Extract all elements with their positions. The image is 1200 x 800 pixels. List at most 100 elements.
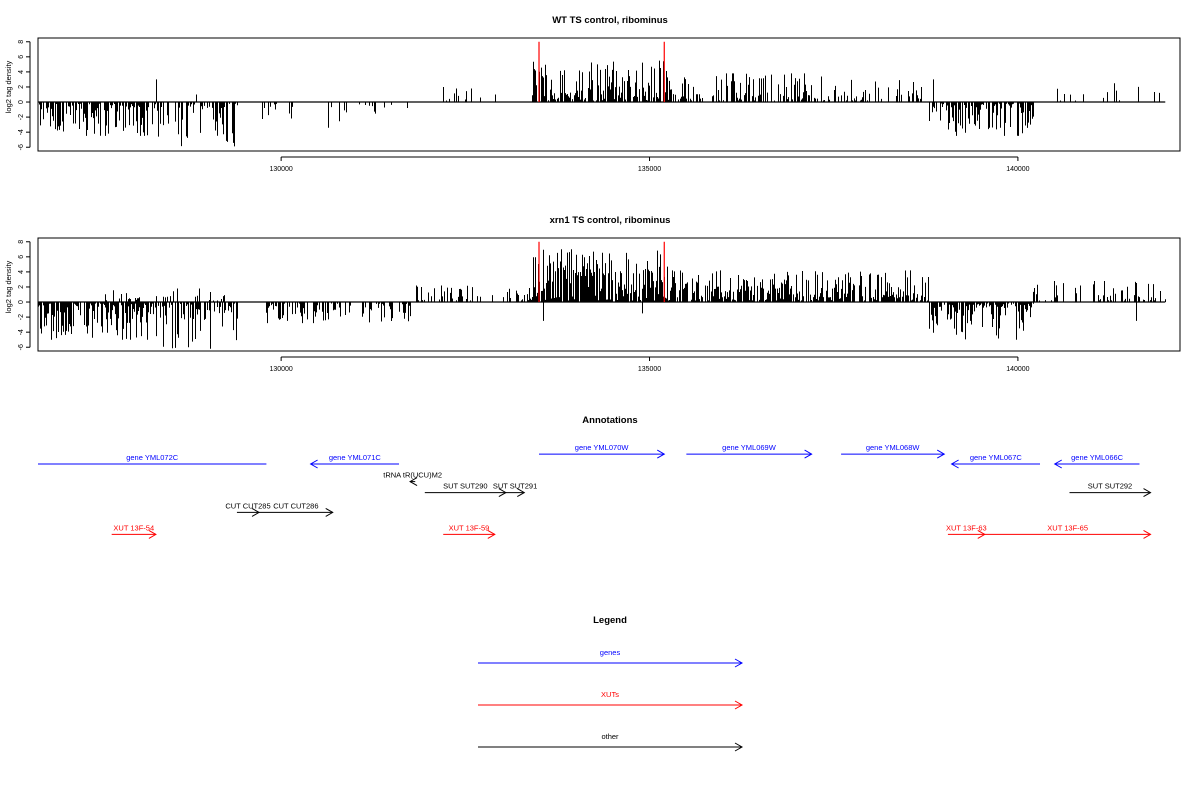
annotation-label: gene YML071C bbox=[329, 453, 382, 462]
xrn1-y-tick-label: 0 bbox=[18, 300, 25, 304]
legend-arrowhead bbox=[734, 700, 744, 710]
xrn1-plot-frame bbox=[37, 237, 1181, 352]
annotation-label: gene YML067C bbox=[970, 453, 1023, 462]
annotation-arrowhead bbox=[148, 529, 157, 539]
wt-y-tick-label: -6 bbox=[18, 144, 25, 150]
annotation-feature: gene YML066C bbox=[1053, 453, 1140, 469]
annotation-feature: XUT 13F-54 bbox=[111, 523, 157, 539]
xrn1-y-tick-label: -4 bbox=[18, 329, 25, 335]
xrn1-x-tick-label: 140000 bbox=[1006, 366, 1029, 373]
annotation-label: XUT 13F-59 bbox=[449, 523, 490, 532]
annotation-label: CUT CUT285 bbox=[225, 501, 270, 510]
annotation-feature: gene YML067C bbox=[950, 453, 1041, 469]
annotation-label: gene YML072C bbox=[126, 453, 179, 462]
xrn1-x-tick-label: 130000 bbox=[269, 366, 292, 373]
annotation-features: gene YML072C gene YML071C gene YML070W gene… bbox=[38, 443, 1152, 539]
annotation-label: gene YML069W bbox=[722, 443, 777, 452]
wt-x-tick-label: 135000 bbox=[638, 166, 661, 173]
annotation-feature: XUT 13F-59 bbox=[443, 523, 496, 539]
annotation-arrowhead bbox=[657, 449, 666, 459]
xrn1-y-axis: -6 -4 -2 0 2 4 6 8 bbox=[18, 240, 31, 350]
wt-y-tick-label: 0 bbox=[18, 100, 25, 104]
legend-entry: other bbox=[478, 732, 744, 752]
annotation-arrowhead bbox=[487, 529, 496, 539]
legend-entry: genes bbox=[478, 648, 744, 668]
wt-bars-group bbox=[39, 60, 1160, 147]
annotations-panel: Annotations gene YML072C gene YML071Cgene… bbox=[38, 415, 1152, 539]
xrn1-bars-group bbox=[38, 249, 1166, 349]
xrn1-x-axis: 130000 135000 140000 bbox=[269, 356, 1030, 373]
xrn1-track-panel: xrn1 TS control, ribominus log2 tag dens… bbox=[4, 215, 1181, 373]
annotation-label: CUT CUT286 bbox=[273, 501, 318, 510]
annotation-feature: gene YML072C bbox=[38, 453, 267, 465]
annotation-feature: gene YML070W bbox=[539, 443, 666, 459]
annotation-feature: SUT SUT292 bbox=[1069, 482, 1152, 498]
annotations-title: Annotations bbox=[582, 415, 637, 426]
legend-entry: XUTs bbox=[478, 690, 744, 710]
legend-arrowhead bbox=[734, 742, 744, 752]
legend-label: other bbox=[601, 732, 619, 741]
xrn1-y-tick-label: -6 bbox=[18, 344, 25, 350]
annotation-arrowhead bbox=[936, 449, 946, 459]
legend-entries: genes XUTs other bbox=[478, 648, 744, 752]
annotation-feature: CUT CUT286 bbox=[259, 501, 334, 517]
annotation-feature: gene YML069W bbox=[686, 443, 813, 459]
annotation-label: SUT SUT291 bbox=[493, 482, 537, 491]
wt-marker-group bbox=[538, 41, 665, 103]
xrn1-y-tick-label: 2 bbox=[18, 285, 25, 289]
annotation-arrowhead bbox=[950, 459, 959, 469]
wt-y-tick-label: 4 bbox=[18, 70, 25, 74]
annotation-arrowhead bbox=[325, 507, 334, 517]
wt-y-tick-label: -4 bbox=[18, 129, 25, 135]
legend-label: XUTs bbox=[601, 690, 619, 699]
xrn1-y-tick-label: 4 bbox=[18, 270, 25, 274]
annotation-label: XUT 13F-63 bbox=[946, 523, 987, 532]
annotation-label: tRNA tR(UCU)M2 bbox=[383, 471, 442, 480]
wt-y-tick-label: 2 bbox=[18, 85, 25, 89]
wt-y-tick-label: -2 bbox=[18, 114, 25, 120]
annotation-label: gene YML070W bbox=[575, 443, 630, 452]
annotation-feature: gene YML068W bbox=[841, 443, 946, 459]
annotation-label: XUT 13F-65 bbox=[1047, 523, 1088, 532]
wt-y-axis-label: log2 tag density bbox=[4, 60, 13, 113]
wt-plot-frame bbox=[37, 37, 1181, 152]
xrn1-y-tick-label: -2 bbox=[18, 314, 25, 320]
legend-label: genes bbox=[600, 648, 621, 657]
annotation-feature: XUT 13F-65 bbox=[984, 523, 1152, 539]
wt-y-tick-label: 6 bbox=[18, 55, 25, 59]
annotation-arrowhead bbox=[1143, 488, 1152, 498]
wt-x-tick-label: 130000 bbox=[269, 166, 292, 173]
xrn1-y-tick-label: 6 bbox=[18, 255, 25, 259]
xrn1-x-tick-label: 135000 bbox=[638, 366, 661, 373]
xrn1-marker-group bbox=[538, 241, 665, 303]
annotation-feature: CUT CUT285 bbox=[225, 501, 271, 517]
annotation-label: SUT SUT292 bbox=[1088, 482, 1132, 491]
wt-x-axis: 130000 135000 140000 bbox=[269, 156, 1030, 173]
wt-track-panel: WT TS control, ribominus log2 tag densit… bbox=[4, 15, 1181, 173]
xrn1-y-axis-label: log2 tag density bbox=[4, 260, 13, 313]
annotation-label: XUT 13F-54 bbox=[113, 523, 154, 532]
annotation-arrowhead bbox=[309, 459, 318, 469]
annotation-feature: XUT 13F-63 bbox=[946, 523, 987, 539]
xrn1-y-tick-label: 8 bbox=[18, 240, 25, 244]
annotation-label: gene YML066C bbox=[1071, 453, 1124, 462]
wt-y-axis: -6 -4 -2 0 2 4 6 8 bbox=[18, 40, 31, 150]
annotation-feature: tRNA tR(UCU)M2 bbox=[383, 471, 442, 487]
annotation-arrowhead bbox=[1053, 459, 1062, 469]
wt-track-title: WT TS control, ribominus bbox=[552, 15, 668, 26]
xrn1-track-title: xrn1 TS control, ribominus bbox=[550, 215, 671, 226]
annotation-arrowhead bbox=[1143, 529, 1152, 539]
annotation-label: SUT SUT290 bbox=[443, 482, 487, 491]
annotation-label: gene YML068W bbox=[866, 443, 921, 452]
legend-title: Legend bbox=[593, 615, 627, 626]
annotation-arrowhead bbox=[517, 488, 526, 498]
legend-arrowhead bbox=[734, 658, 744, 668]
annotation-arrowhead bbox=[804, 449, 813, 459]
legend-panel: Legend genes XUTs other bbox=[478, 615, 744, 752]
wt-x-tick-label: 140000 bbox=[1006, 166, 1029, 173]
wt-y-tick-label: 8 bbox=[18, 40, 25, 44]
annotation-arrowhead bbox=[409, 477, 418, 487]
annotation-feature: SUT SUT291 bbox=[493, 482, 537, 498]
annotation-feature: gene YML071C bbox=[309, 453, 400, 469]
